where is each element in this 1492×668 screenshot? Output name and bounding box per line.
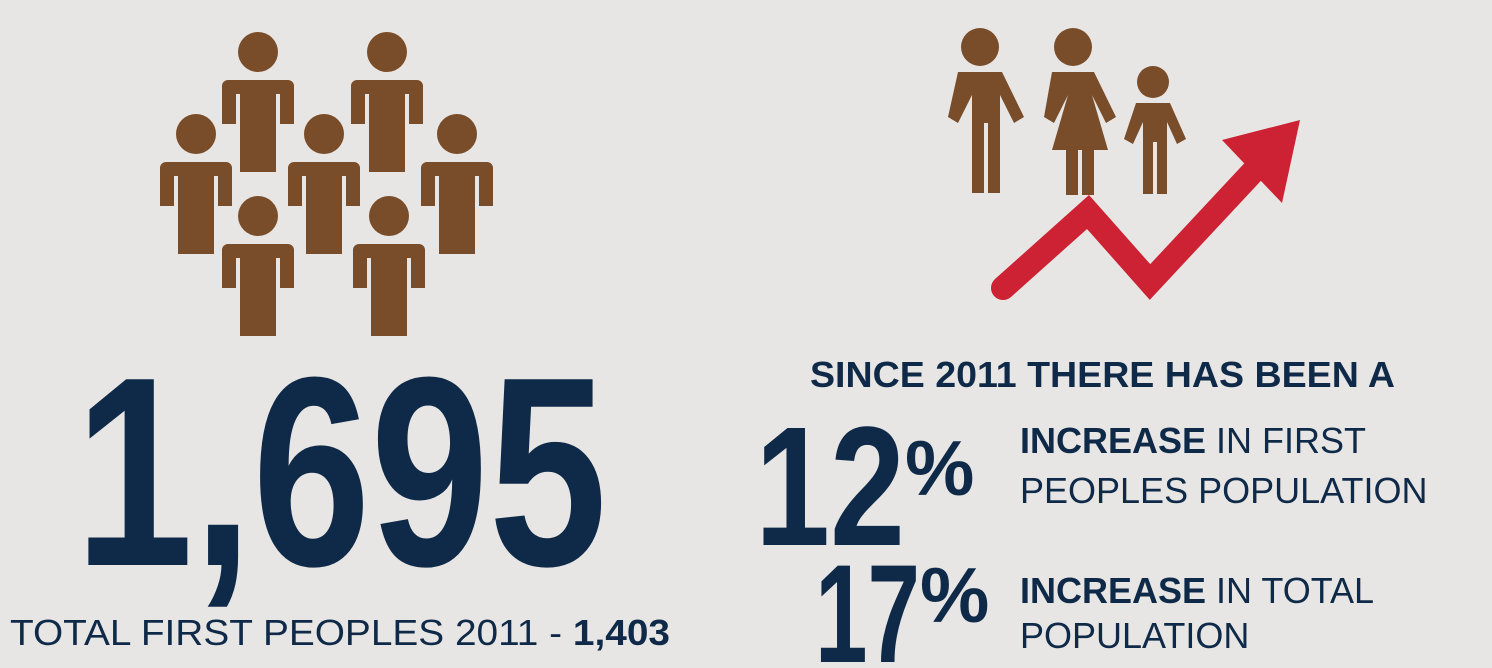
percent-sign: % xyxy=(920,551,989,639)
people-icon xyxy=(160,32,493,336)
growth-icon xyxy=(948,28,1300,300)
increase-line2: POPULATION xyxy=(1020,615,1249,656)
percent-number: 12 xyxy=(755,392,905,582)
total-value: 1,695 xyxy=(75,322,607,623)
total-caption: TOTAL FIRST PEOPLES 2011 - 1,403 xyxy=(10,612,670,653)
percent-number: 17 xyxy=(815,535,920,668)
intro-text: SINCE 2011 THERE HAS BEEN A xyxy=(810,354,1395,395)
increase-line: INCREASE IN TOTAL xyxy=(1020,570,1374,611)
increase-bold: INCREASE xyxy=(1020,570,1206,611)
increase-line: INCREASE IN FIRST xyxy=(1020,420,1366,461)
increase-rest: IN FIRST xyxy=(1206,420,1366,461)
caption-text: TOTAL FIRST PEOPLES 2011 - xyxy=(10,612,573,653)
previous-value: 1,403 xyxy=(573,612,670,653)
percent-sign: % xyxy=(905,424,974,512)
increase-bold: INCREASE xyxy=(1020,420,1206,461)
increase-rest: IN TOTAL xyxy=(1206,570,1374,611)
increase-line2: PEOPLES POPULATION xyxy=(1020,470,1427,511)
